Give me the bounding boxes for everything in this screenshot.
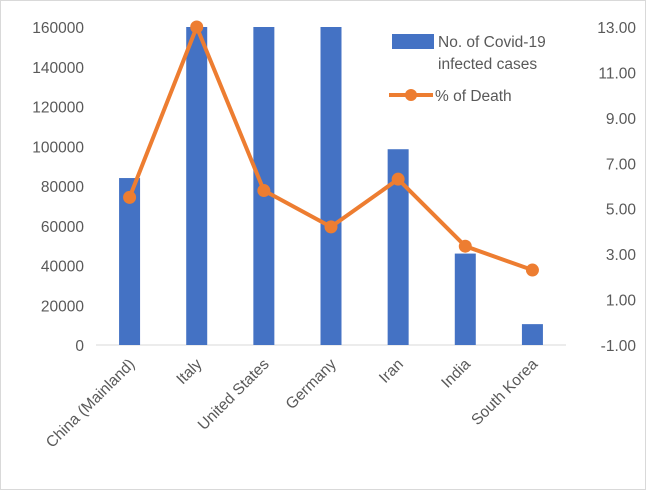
left-tick-label: 100000: [32, 139, 84, 156]
line-series: [123, 20, 539, 277]
right-tick-label: 9.00: [606, 111, 637, 128]
left-tick-label: 40000: [41, 259, 84, 276]
category-label: Germany: [283, 356, 340, 413]
legend-line-marker: [405, 89, 417, 101]
legend-bar-label-line1: No. of Covid-19: [438, 34, 546, 51]
legend-line-label: % of Death: [435, 88, 512, 105]
bar-series: [119, 27, 543, 345]
left-tick-label: 120000: [32, 100, 84, 117]
left-tick-label: 160000: [32, 20, 84, 37]
left-tick-label: 80000: [41, 179, 84, 196]
legend-bar-swatch: [392, 34, 434, 49]
category-label: Iran: [376, 356, 407, 387]
left-tick-label: 20000: [41, 298, 84, 315]
bar: [387, 149, 409, 345]
left-tick-label: 0: [75, 338, 84, 355]
legend: No. of Covid-19 infected cases % of Deat…: [389, 34, 546, 105]
death-rate-point: [324, 220, 338, 234]
right-tick-label: -1.00: [601, 338, 637, 355]
bar: [521, 324, 543, 345]
category-label: China (Mainland): [43, 356, 138, 451]
left-tick-label: 140000: [32, 60, 84, 77]
right-tick-label: 3.00: [606, 247, 637, 264]
category-label: South Korea: [468, 356, 541, 429]
category-label: Italy: [173, 356, 205, 388]
right-axis: -1.00 1.00 3.00 5.00 7.00 9.00 11.00 13.00: [597, 20, 636, 355]
death-rate-point: [458, 239, 472, 253]
right-tick-label: 11.00: [598, 65, 636, 82]
death-rate-point: [190, 20, 204, 34]
right-tick-label: 13.00: [597, 20, 636, 37]
right-tick-label: 1.00: [606, 293, 637, 310]
death-rate-point: [257, 184, 271, 198]
bar: [119, 178, 141, 345]
right-tick-label: 5.00: [606, 202, 637, 219]
bar: [186, 27, 208, 345]
bar: [454, 253, 476, 345]
category-label: United States: [195, 356, 273, 434]
right-tick-label: 7.00: [606, 156, 637, 173]
death-rate-point: [525, 263, 539, 277]
bar: [320, 27, 342, 345]
left-axis: 0 20000 40000 60000 80000 100000 120000 140000 1…: [32, 20, 84, 355]
death-rate-point: [391, 172, 405, 186]
death-rate-point: [123, 190, 137, 204]
left-tick-label: 60000: [41, 219, 84, 236]
legend-bar-label-line2: infected cases: [438, 56, 537, 73]
category-label: India: [438, 356, 474, 392]
